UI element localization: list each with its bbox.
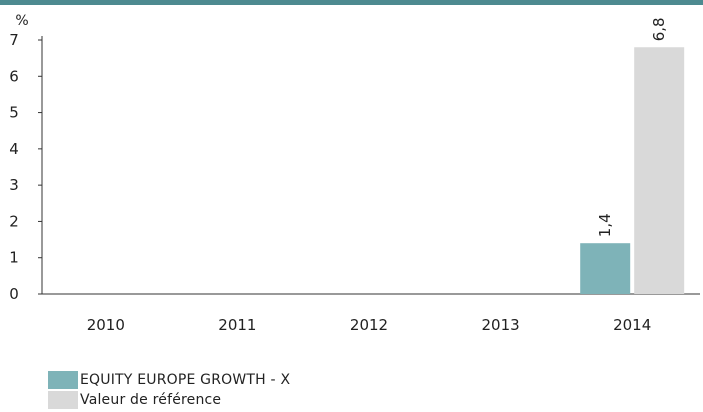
legend-item-benchmark: Valeur de référence xyxy=(48,390,290,410)
y-tick-label: 7 xyxy=(9,31,19,49)
data-label-benchmark: 6,8 xyxy=(650,17,668,41)
x-tick-label: 2013 xyxy=(482,316,520,334)
y-tick-label: 4 xyxy=(9,140,19,158)
bar-chart: % 0 1 2 3 4 5 6 7 2010 2011 2012 2013 2014 1,4 6,8 xyxy=(9,13,700,334)
legend-swatch-fund xyxy=(48,371,78,389)
x-tick-label: 2011 xyxy=(218,316,256,334)
x-tick-label: 2014 xyxy=(613,316,651,334)
y-tick-label: 5 xyxy=(9,104,19,122)
legend-item-fund: EQUITY EUROPE GROWTH - X xyxy=(48,370,290,390)
x-tick-label: 2010 xyxy=(87,316,125,334)
legend-label-benchmark: Valeur de référence xyxy=(80,392,222,408)
legend: EQUITY EUROPE GROWTH - X Valeur de référ… xyxy=(48,370,290,410)
legend-swatch-benchmark xyxy=(48,391,78,409)
y-tick-label: 0 xyxy=(9,285,19,303)
data-label-fund: 1,4 xyxy=(596,213,614,237)
y-tick-label: 6 xyxy=(9,67,19,85)
y-tick-label: 1 xyxy=(9,249,19,267)
bar-fund xyxy=(580,243,631,294)
x-tick-label: 2012 xyxy=(350,316,388,334)
bar-benchmark xyxy=(634,47,685,294)
legend-label-fund: EQUITY EUROPE GROWTH - X xyxy=(80,372,291,388)
top-accent-bar xyxy=(0,0,703,5)
y-axis-unit-label: % xyxy=(15,13,28,29)
y-tick-label: 3 xyxy=(9,176,19,194)
y-tick-label: 2 xyxy=(9,212,19,230)
